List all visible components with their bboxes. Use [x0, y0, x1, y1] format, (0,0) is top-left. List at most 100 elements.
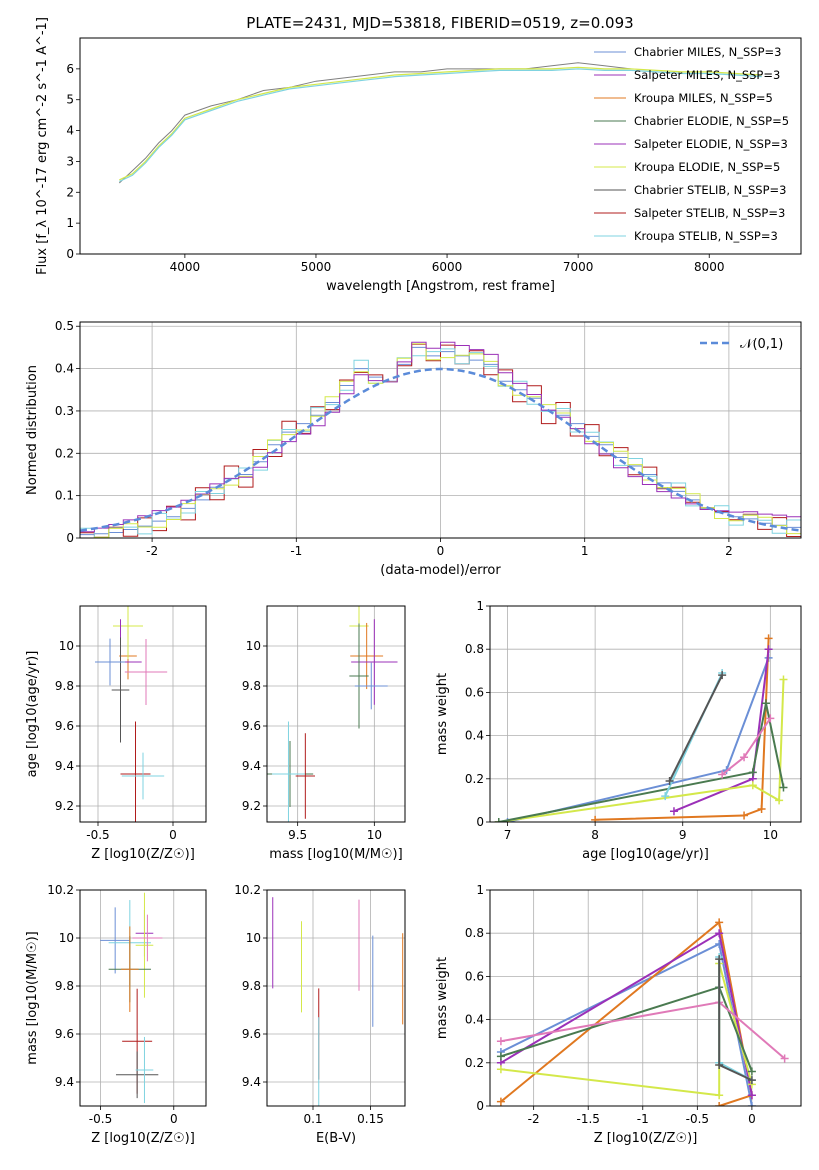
weight-marker	[496, 1052, 505, 1061]
weight-marker	[669, 807, 678, 816]
weight-marker	[715, 1091, 724, 1100]
weight-marker	[766, 714, 775, 723]
legend-entry: Chabrier STELIB, N_SSP=3	[634, 183, 786, 197]
y-tick-label: 9.4	[55, 1075, 74, 1089]
x-tick-label: 0	[169, 828, 177, 842]
y-tick-label: 0.5	[55, 319, 74, 333]
weight-marker	[496, 1037, 505, 1046]
x-axis-label: Z [log10(Z/Z☉)]	[91, 1131, 195, 1146]
x-tick-label: 0.15	[357, 1112, 384, 1126]
y-tick-label: 0	[66, 531, 74, 545]
weight-marker	[591, 815, 600, 822]
x-tick-label: 6000	[432, 260, 463, 274]
y-tick-label: 0.8	[465, 926, 484, 940]
y-tick-label: 9.8	[55, 979, 74, 993]
model-flux-line	[119, 68, 762, 183]
weight-marker	[740, 753, 749, 762]
x-axis-label: age [log10(age/yr)]	[582, 847, 709, 862]
y-tick-label: 9.8	[242, 679, 261, 693]
x-tick-label: 0	[748, 1112, 756, 1126]
weight-marker	[747, 1076, 756, 1085]
weight-line	[500, 963, 753, 1097]
weight-line	[595, 638, 770, 821]
panel-4: 7 8 9 10 0 0.2 0.4 0.6 0.8 1 age [log10(age/yr)] ma…	[435, 599, 802, 862]
y-axis-label: age [log10(age/yr)]	[25, 651, 40, 778]
x-tick-label: -2	[528, 1112, 540, 1126]
y-tick-label: 0.3	[55, 404, 74, 418]
legend-entry: Salpeter ELODIE, N_SSP=3	[634, 137, 788, 151]
y-tick-label: 0.2	[465, 772, 484, 786]
x-tick-label: 0	[170, 1112, 178, 1126]
weight-marker	[715, 1060, 724, 1069]
legend-entry: Salpeter STELIB, N_SSP=3	[634, 206, 785, 220]
y-tick-label: 0.8	[465, 642, 484, 656]
panel-1: -2 -1 0 1 2 0 0.1 0.2 0.3 0.4 0.5 (data-model)/erro…	[25, 319, 802, 578]
y-tick-label: 1	[476, 883, 484, 897]
y-tick-label: 3	[66, 154, 74, 168]
x-tick-label: 0	[437, 544, 445, 558]
weight-marker	[764, 634, 773, 643]
weight-marker	[665, 776, 674, 785]
weight-line	[500, 942, 753, 1106]
plot-area	[100, 892, 163, 1104]
panel-0: 4000 5000 6000 7000 8000 0 1 2 3 4 5 6 wavelength [A…	[35, 17, 802, 294]
y-tick-label: 1	[66, 216, 74, 230]
weight-line	[500, 920, 754, 1106]
figure-title: PLATE=2431, MJD=53818, FIBERID=0519, z=0…	[246, 14, 633, 32]
y-tick-label: 9.6	[242, 1027, 261, 1041]
x-axis-label: Z [log10(Z/Z☉)]	[594, 1131, 698, 1146]
observed-flux-line	[118, 62, 631, 184]
y-tick-label: 0	[476, 815, 484, 829]
y-tick-label: 6	[66, 62, 74, 76]
weight-marker	[748, 781, 757, 790]
y-tick-label: 9.8	[242, 979, 261, 993]
x-tick-label: 1	[581, 544, 589, 558]
legend-entry: Kroupa STELIB, N_SSP=3	[634, 229, 778, 243]
axes-frame	[489, 889, 802, 1107]
y-tick-label: 0.4	[465, 1013, 484, 1027]
x-tick-label: -1	[637, 1112, 649, 1126]
weight-marker	[747, 1067, 756, 1076]
y-tick-label: 9.4	[55, 759, 74, 773]
weight-marker	[779, 675, 788, 684]
x-tick-label: 10	[763, 828, 778, 842]
y-axis-label: mass weight	[435, 673, 450, 755]
weight-marker	[496, 1065, 505, 1074]
plot-area	[494, 634, 788, 822]
x-tick-label: -2	[146, 544, 158, 558]
axes-frame	[79, 605, 207, 823]
x-tick-label: 7	[504, 828, 512, 842]
y-tick-label: 9.4	[242, 1075, 261, 1089]
plot-area	[80, 341, 801, 538]
weight-marker	[718, 770, 727, 779]
histogram-step	[80, 343, 801, 538]
legend-entry: Salpeter MILES, N_SSP=3	[634, 68, 780, 82]
y-tick-label: 1	[476, 599, 484, 613]
x-axis-label: mass [log10(M/M☉)]	[269, 847, 402, 862]
y-tick-label: 0.4	[55, 362, 74, 376]
axes-frame	[489, 605, 802, 823]
y-tick-label: 0.2	[465, 1056, 484, 1070]
x-tick-label: -1	[290, 544, 302, 558]
y-tick-label: 10.2	[234, 883, 261, 897]
y-tick-label: 10.2	[47, 883, 74, 897]
legend-entry: 𝒩(0,1)	[740, 337, 783, 352]
x-tick-label: 8000	[694, 260, 725, 274]
histogram-step	[80, 341, 801, 533]
weight-marker	[718, 671, 727, 680]
weight-marker	[764, 645, 773, 654]
weight-marker	[661, 792, 670, 801]
y-tick-label: 10	[246, 639, 261, 653]
y-tick-label: 9.6	[55, 1027, 74, 1041]
panel-3: 9.5 10 9.2 9.4 9.6 9.8 10 mass [log10(M/M☉)]	[242, 605, 406, 862]
weight-marker	[780, 1054, 789, 1063]
weight-line	[498, 702, 785, 822]
y-axis-label: mass weight	[435, 957, 450, 1039]
x-tick-label: -0.5	[89, 1112, 112, 1126]
x-tick-label: 7000	[563, 260, 594, 274]
legend: 𝒩(0,1)	[700, 337, 783, 352]
weight-marker	[761, 699, 770, 708]
weight-marker	[757, 805, 766, 814]
y-tick-label: 9.2	[55, 799, 74, 813]
x-tick-label: 10	[367, 828, 382, 842]
